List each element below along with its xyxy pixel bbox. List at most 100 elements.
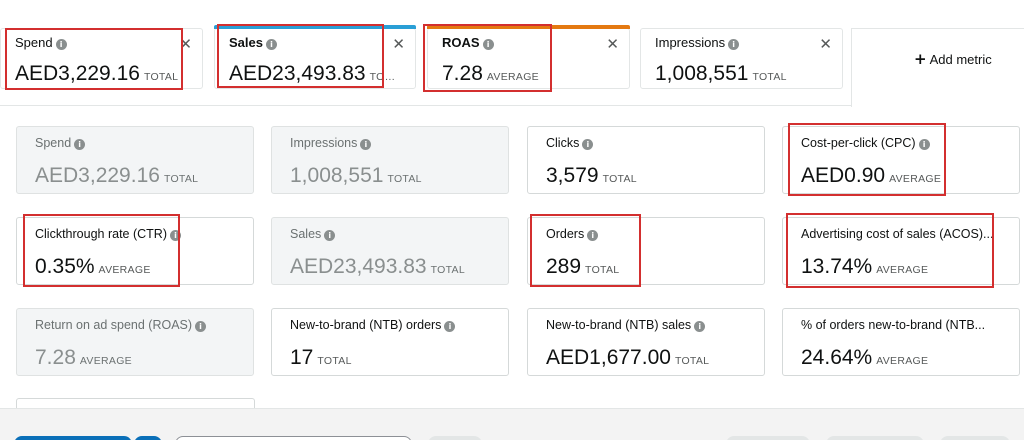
secondary-button[interactable] — [826, 436, 924, 440]
secondary-button[interactable] — [726, 436, 810, 440]
metric-value-row: 13.74% AVERAGE — [801, 255, 928, 279]
metric-unit: TO… — [369, 71, 396, 83]
selected-metric-card-impressions[interactable]: Impressions i ✕ 1,008,551 TOTAL — [640, 28, 843, 89]
metric-title: Return on ad spend (ROAS) i — [35, 318, 207, 332]
metric-title: Spend i — [35, 136, 86, 150]
secondary-button[interactable] — [428, 436, 482, 440]
selected-metrics-strip: Spend i ✕ AED3,229.16 TOTAL Sales i ✕ AED23… — [0, 0, 1024, 108]
metric-unit: TOTAL — [585, 264, 620, 276]
metric-card-ctr[interactable]: Clickthrough rate (CTR) i 0.35% AVERAGE — [16, 217, 254, 285]
metric-unit: TOTAL — [387, 173, 422, 185]
secondary-button[interactable] — [940, 436, 1010, 440]
info-icon[interactable]: i — [74, 139, 86, 150]
add-metric-panel — [851, 28, 1024, 107]
metric-card-ntb-order-pct[interactable]: % of orders new-to-brand (NTB... 24.64% A… — [782, 308, 1020, 376]
metric-value-row: 7.28 AVERAGE — [35, 346, 132, 370]
metric-value-row: 289 TOTAL — [546, 255, 619, 279]
metric-card-cpc[interactable]: Cost-per-click (CPC) i AED0.90 AVERAGE — [782, 126, 1020, 194]
selected-metric-card-sales[interactable]: Sales i ✕ AED23,493.83 TO… — [214, 25, 416, 89]
info-icon[interactable]: i — [195, 321, 207, 332]
metric-title: Orders i — [546, 227, 599, 241]
metric-unit: AVERAGE — [98, 264, 151, 276]
info-icon[interactable]: i — [444, 321, 456, 332]
metric-card-clicks[interactable]: Clicks i 3,579 TOTAL — [527, 126, 765, 194]
metric-title: Impressions i — [290, 136, 372, 150]
divider — [0, 105, 852, 106]
info-icon[interactable]: i — [587, 230, 599, 241]
metric-value: AED1,677.00 — [546, 346, 671, 369]
metric-value: AED3,229.16 — [35, 164, 160, 187]
metric-card-ntb-sales[interactable]: New-to-brand (NTB) sales i AED1,677.00 TOT… — [527, 308, 765, 376]
primary-button[interactable] — [14, 436, 132, 440]
metric-unit: AVERAGE — [889, 173, 942, 185]
metric-value: 1,008,551 — [655, 62, 749, 85]
close-icon[interactable]: ✕ — [606, 35, 619, 53]
metric-value-row: 7.28 AVERAGE — [442, 62, 622, 86]
metric-card-orders[interactable]: Orders i 289 TOTAL — [527, 217, 765, 285]
info-icon[interactable]: i — [55, 39, 67, 50]
primary-dropdown-button[interactable] — [134, 436, 162, 440]
metric-title: Sales i — [290, 227, 336, 241]
metric-card-spend[interactable]: Spend i AED3,229.16 TOTAL — [16, 126, 254, 194]
metric-value-row: 24.64% AVERAGE — [801, 346, 928, 370]
metric-title: Sales i — [229, 35, 277, 50]
metric-unit: TOTAL — [163, 173, 199, 185]
metric-card-ntb-orders[interactable]: New-to-brand (NTB) orders i 17 TOTAL — [271, 308, 509, 376]
metric-value-row: AED3,229.16 TOTAL — [35, 164, 198, 188]
metric-card-partial[interactable] — [16, 398, 255, 410]
metric-value: 0.35% — [35, 255, 95, 278]
metric-value: 1,008,551 — [290, 164, 384, 187]
metric-title: Impressions i — [655, 35, 740, 50]
metric-value: 13.74% — [801, 255, 873, 278]
metric-value: 24.64% — [801, 346, 873, 369]
metric-value-row: 1,008,551 TOTAL — [655, 62, 835, 86]
metric-title: ROAS i — [442, 35, 494, 50]
info-icon[interactable]: i — [728, 39, 740, 50]
metric-unit: TOTAL — [430, 264, 465, 276]
metric-unit: AVERAGE — [876, 264, 929, 276]
metric-value: AED3,229.16 — [15, 62, 140, 85]
selected-metric-card-spend[interactable]: Spend i ✕ AED3,229.16 TOTAL — [0, 28, 203, 89]
close-icon[interactable]: ✕ — [179, 35, 192, 53]
metric-value: 289 — [546, 255, 582, 278]
series-color-bar — [427, 25, 630, 29]
info-icon[interactable]: i — [482, 39, 494, 50]
info-icon[interactable]: i — [694, 321, 706, 332]
info-icon[interactable]: i — [265, 39, 277, 50]
metric-value: 17 — [290, 346, 314, 369]
metric-unit: AVERAGE — [486, 71, 539, 83]
bottom-toolbar — [0, 408, 1024, 440]
metric-value-row: AED0.90 AVERAGE — [801, 164, 941, 188]
info-icon[interactable]: i — [918, 139, 930, 150]
metric-unit: AVERAGE — [876, 355, 929, 367]
metric-value-row: AED1,677.00 TOTAL — [546, 346, 709, 370]
add-metric-button[interactable]: + Add metric — [914, 50, 992, 68]
metric-value: AED23,493.83 — [290, 255, 427, 278]
metric-unit: TOTAL — [674, 355, 710, 367]
metric-value: 7.28 — [442, 62, 483, 85]
info-icon[interactable]: i — [582, 139, 594, 150]
metric-title: Cost-per-click (CPC) i — [801, 136, 930, 150]
info-icon[interactable]: i — [169, 230, 181, 241]
metric-value-row: AED23,493.83 TO… — [229, 62, 409, 86]
metric-title: New-to-brand (NTB) orders i — [290, 318, 456, 332]
close-icon[interactable]: ✕ — [392, 35, 405, 53]
metric-card-acos[interactable]: Advertising cost of sales (ACOS)... 13.7… — [782, 217, 1020, 285]
info-icon[interactable]: i — [360, 139, 372, 150]
metric-card-sales[interactable]: Sales i AED23,493.83 TOTAL — [271, 217, 509, 285]
metric-value-row: 0.35% AVERAGE — [35, 255, 151, 279]
close-icon[interactable]: ✕ — [819, 35, 832, 53]
metric-title: New-to-brand (NTB) sales i — [546, 318, 706, 332]
metric-card-impressions[interactable]: Impressions i 1,008,551 TOTAL — [271, 126, 509, 194]
metric-card-roas[interactable]: Return on ad spend (ROAS) i 7.28 AVERAGE — [16, 308, 254, 376]
metric-value: AED0.90 — [801, 164, 886, 187]
outline-button[interactable] — [175, 436, 412, 440]
metric-title: Clicks i — [546, 136, 594, 150]
metric-title: Spend i — [15, 35, 67, 50]
selected-metric-card-roas[interactable]: ROAS i ✕ 7.28 AVERAGE — [427, 25, 630, 89]
metric-title: % of orders new-to-brand (NTB... — [801, 318, 986, 332]
add-metric-label: Add metric — [929, 52, 992, 67]
info-icon[interactable]: i — [324, 230, 336, 241]
metric-value-row: 1,008,551 TOTAL — [290, 164, 422, 188]
metric-value: 3,579 — [546, 164, 599, 187]
